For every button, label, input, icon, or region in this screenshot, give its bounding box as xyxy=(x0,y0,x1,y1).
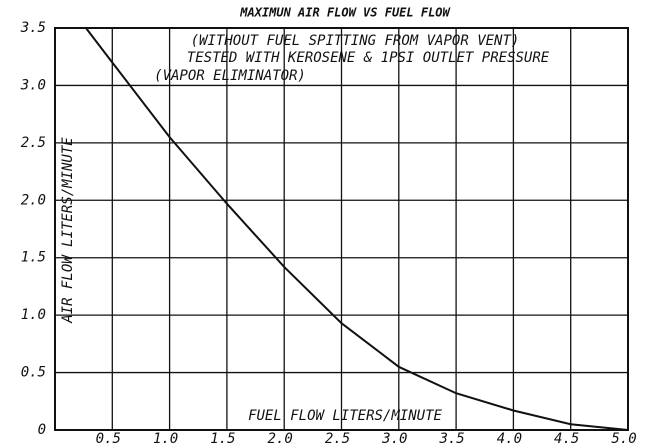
x-tick-label: 5.0 xyxy=(611,431,636,447)
chart-title: MAXIMUN AIR FLOW VS FUEL FLOW xyxy=(239,6,451,20)
y-tick-label: 0 xyxy=(38,422,46,438)
x-tick-label: 0.5 xyxy=(96,431,121,447)
y-tick-label: 2.0 xyxy=(21,192,46,208)
x-tick-label: 4.5 xyxy=(554,431,579,447)
y-tick-label: 2.5 xyxy=(21,135,46,151)
x-tick-label: 1.0 xyxy=(153,431,178,447)
annotation: (VAPOR ELIMINATOR) xyxy=(154,68,306,84)
annotation: TESTED WITH KEROSENE & 1PSI OUTLET PRESS… xyxy=(187,50,550,66)
data-line xyxy=(85,27,629,431)
x-tick-label: 4.0 xyxy=(497,431,522,447)
x-tick-label: 1.5 xyxy=(210,431,235,447)
x-tick-label: 3.5 xyxy=(438,431,464,447)
annotation: (WITHOUT FUEL SPITTING FROM VAPOR VENT) xyxy=(191,33,520,49)
y-axis-label: AIR FLOW LITERS/MINUTE xyxy=(60,137,76,324)
x-tick-label: 3.0 xyxy=(381,431,407,447)
y-tick-label: 3.0 xyxy=(20,77,46,93)
y-tick-label: 1.5 xyxy=(21,250,46,266)
y-tick-label: 0.5 xyxy=(21,365,46,381)
x-tick-label: 2.0 xyxy=(268,431,293,447)
x-tick-label: 2.5 xyxy=(325,431,350,447)
y-tick-label: 3.5 xyxy=(20,20,46,36)
x-axis-label: FUEL FLOW LITERS/MINUTE xyxy=(248,408,442,424)
y-tick-label: 1.0 xyxy=(21,307,46,323)
